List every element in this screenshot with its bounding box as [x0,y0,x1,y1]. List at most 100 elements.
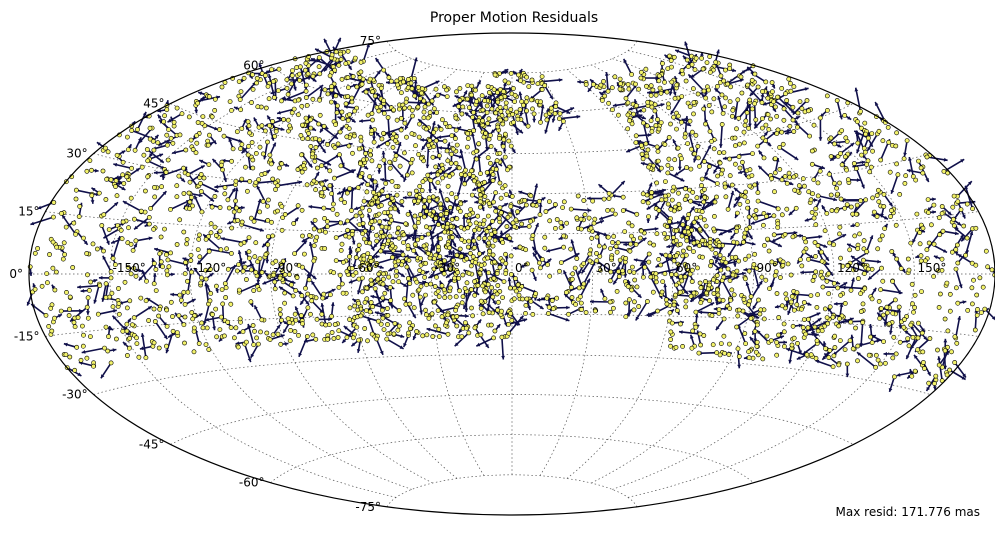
data-point [546,304,552,310]
data-point [359,170,365,176]
data-point [393,183,399,189]
data-point [437,168,443,174]
data-point [321,123,327,129]
data-point [243,339,249,345]
data-point [438,205,444,211]
arrow-head [481,251,485,256]
meridian-line [612,58,835,490]
data-point [310,96,316,102]
data-point [314,234,320,240]
data-point [484,103,490,109]
arrow-head [403,283,408,287]
data-point [476,226,482,232]
data-point [405,243,411,249]
residual-arrow [757,200,780,210]
arrow-head [637,108,642,113]
data-point [502,154,508,160]
data-point [124,321,130,327]
arrow-head [620,181,625,185]
arrow-head [198,313,203,317]
arrow-head [794,120,798,124]
arrow-head [385,287,389,292]
data-point [859,125,864,131]
data-point [537,212,543,218]
arrow-head [203,234,208,239]
data-point [494,291,500,297]
arrow-head [687,122,691,126]
data-point [476,182,482,188]
data-point [279,98,284,104]
arrow-head [324,295,329,300]
data-point [380,295,385,301]
data-point [685,225,691,230]
data-point [381,98,386,104]
data-point [924,247,930,253]
arrow-head [357,290,361,295]
data-point [114,193,120,199]
data-point [128,271,134,277]
data-point [709,313,715,318]
data-point [627,297,632,303]
data-point [437,236,443,242]
data-point [345,218,350,224]
data-point [553,225,558,231]
data-point [157,251,163,257]
data-point [168,206,173,212]
data-point [174,242,180,247]
arrow-head [298,180,303,185]
data-point [680,222,686,228]
residual-arrow [474,327,490,349]
data-point [291,221,297,226]
arrow-head [351,240,356,245]
arrow-head [888,388,893,392]
data-point [528,193,534,199]
data-point [314,316,320,322]
data-point [335,141,341,147]
data-point [312,217,318,223]
data-point [896,304,902,310]
data-point [190,147,196,152]
data-point [382,290,388,296]
arrow-head [165,349,170,354]
arrow-head [519,315,524,320]
data-point [106,334,111,339]
arrow-head [438,188,443,193]
data-point [125,264,131,270]
data-point [463,167,468,173]
data-point [151,261,157,266]
data-point [189,269,194,275]
data-point [623,314,629,320]
data-point [417,96,423,101]
arrow-head [850,143,855,147]
arrow-head [308,163,313,168]
data-point [602,296,608,302]
data-point [685,100,691,106]
data-point [239,176,245,182]
data-point [282,300,287,306]
arrow-head [558,126,562,131]
arrow-head [903,152,907,157]
data-point [381,157,387,163]
data-point [407,320,412,326]
data-point [114,336,119,342]
data-point [263,105,269,111]
arrow-head [284,342,289,346]
arrow-head [397,142,402,147]
data-point [81,332,86,338]
data-point [372,286,378,291]
data-point [813,206,819,212]
arrow-head [463,199,468,204]
data-point [116,311,122,317]
arrow-head [308,242,313,246]
data-point [304,334,310,339]
data-point [554,217,560,222]
data-point [685,216,690,221]
arrow-head [203,321,207,325]
data-point [588,225,594,231]
arrow-head [428,189,432,193]
data-point [473,87,478,93]
data-point [396,308,402,313]
data-point [317,97,322,103]
data-point [48,305,54,311]
data-point [973,262,979,268]
